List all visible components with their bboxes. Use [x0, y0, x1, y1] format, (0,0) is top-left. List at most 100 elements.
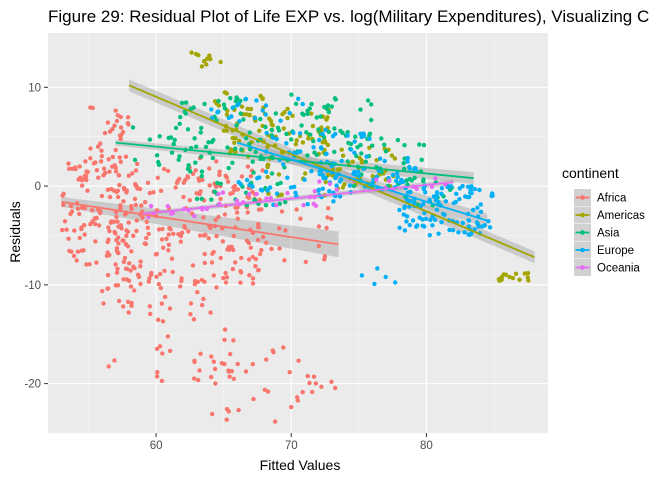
point-americas [310, 123, 316, 129]
point-africa [257, 251, 263, 257]
point-europe [475, 205, 480, 210]
point-africa [310, 389, 315, 395]
point-asia [194, 196, 200, 202]
grid-major [48, 33, 548, 433]
point-americas [522, 271, 528, 276]
point-americas [320, 140, 325, 145]
trend-africa [61, 200, 339, 246]
x-axis-ticks: 60 70 80 [150, 433, 433, 452]
point-africa [118, 159, 123, 164]
point-europe [443, 199, 449, 204]
point-europe [487, 225, 493, 230]
point-asia [210, 155, 216, 161]
point-europe [427, 197, 432, 203]
point-africa [253, 264, 258, 269]
point-africa [233, 260, 238, 265]
point-americas [350, 159, 355, 164]
point-africa [111, 188, 117, 193]
point-africa [114, 214, 119, 220]
point-africa [140, 215, 145, 220]
point-asia [367, 133, 372, 138]
point-africa [113, 165, 119, 170]
point-africa [279, 209, 285, 214]
point-europe [478, 202, 483, 207]
point-asia [305, 111, 310, 117]
point-americas [212, 99, 218, 104]
point-asia [203, 144, 209, 150]
point-asia [358, 107, 363, 112]
point-africa [217, 172, 222, 178]
point-oceania [220, 190, 226, 195]
point-africa [325, 215, 330, 220]
point-africa [126, 278, 132, 283]
point-europe [470, 207, 476, 213]
point-africa [96, 223, 102, 228]
point-europe [417, 215, 422, 220]
point-africa [107, 129, 113, 134]
point-europe [383, 274, 388, 280]
point-asia [293, 101, 299, 107]
point-europe [294, 150, 300, 155]
point-europe [404, 197, 409, 202]
point-americas [517, 277, 522, 282]
point-europe [402, 228, 408, 233]
point-africa [232, 187, 237, 192]
point-africa [115, 283, 121, 288]
point-europe [321, 176, 326, 181]
point-americas [499, 277, 504, 282]
point-africa [82, 232, 87, 237]
point-africa [193, 168, 198, 173]
point-africa [101, 166, 107, 171]
point-asia [179, 100, 185, 106]
point-europe [215, 110, 220, 115]
point-europe [330, 134, 336, 139]
x-tick-label: 60 [150, 440, 163, 452]
point-africa [73, 165, 78, 170]
point-asia [185, 127, 191, 132]
point-europe [372, 281, 377, 287]
point-asia [209, 197, 214, 202]
point-africa [223, 173, 228, 178]
point-asia [253, 149, 258, 155]
point-africa [282, 258, 287, 263]
y-tick-label: -20 [24, 379, 41, 391]
point-americas [204, 56, 210, 61]
point-africa [222, 212, 228, 217]
point-africa [156, 281, 162, 287]
point-africa [146, 231, 151, 237]
point-africa [133, 202, 138, 208]
point-africa [64, 227, 69, 232]
point-americas [309, 111, 314, 116]
point-asia [230, 160, 235, 165]
point-africa [138, 281, 143, 287]
point-europe [327, 189, 332, 194]
point-africa [253, 256, 259, 262]
legend-key-point [580, 247, 585, 253]
point-asia [193, 160, 198, 165]
point-africa [145, 225, 150, 230]
point-asia [216, 98, 221, 104]
point-africa [303, 259, 308, 265]
point-africa [131, 233, 136, 238]
point-europe [432, 217, 438, 222]
point-europe [472, 186, 477, 192]
point-europe [319, 146, 324, 151]
point-asia [199, 173, 204, 179]
point-americas [204, 62, 209, 67]
point-asia [325, 103, 331, 108]
point-africa [209, 260, 215, 265]
point-americas [257, 128, 262, 133]
point-africa [155, 370, 160, 375]
point-americas [507, 274, 512, 280]
y-axis-ticks: -20 -10 0 10 [24, 82, 48, 391]
point-oceania [246, 192, 252, 197]
point-africa [208, 225, 213, 231]
point-africa [182, 224, 187, 229]
point-europe [263, 169, 269, 174]
point-europe [278, 118, 283, 123]
point-africa [61, 202, 66, 208]
point-asia [289, 137, 294, 142]
point-europe [348, 147, 354, 152]
point-africa [277, 246, 282, 251]
point-europe [462, 230, 467, 235]
